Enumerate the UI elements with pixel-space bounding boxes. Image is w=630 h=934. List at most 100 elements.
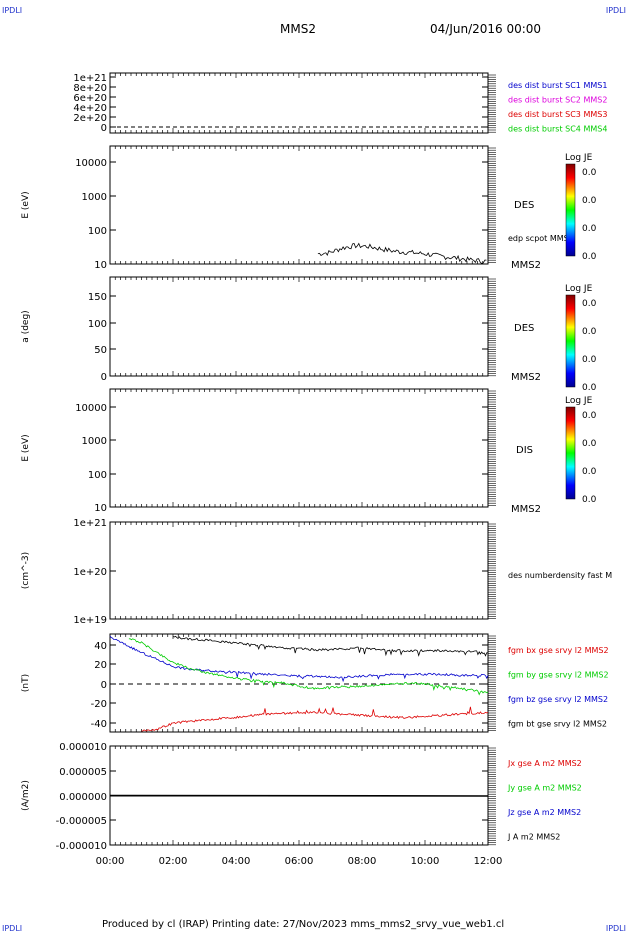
x-tick-label: 06:00: [285, 856, 314, 867]
y-tick-label: 50: [94, 345, 107, 356]
fgm-series-1: [109, 635, 489, 683]
colorbar-tick-label: 0.0: [582, 411, 597, 421]
panel-side-label: DIS: [516, 445, 533, 456]
panel-bottom-label: MMS2: [511, 372, 541, 383]
current-series: [109, 794, 489, 797]
corner-mark-bottom-right: IPDLI: [605, 924, 626, 933]
overlay-label: edp scpot MMS2: [508, 234, 574, 243]
legend-entry: fgm bt gse srvy l2 MMS2: [508, 720, 607, 729]
colorbar-tick-label: 0.0: [582, 224, 597, 234]
y-tick-label: 1e+21: [73, 73, 107, 84]
y-tick-label: -40: [91, 719, 107, 730]
colorbar-tick-label: 0.0: [582, 327, 597, 337]
colorbar-title: Log JE: [565, 284, 593, 294]
y-axis-label: a (deg): [21, 310, 31, 342]
legend-entry: fgm bz gse srvy l2 MMS2: [508, 695, 608, 704]
colorbar-tick-label: 0.0: [582, 355, 597, 365]
corner-mark-top-right: IPDLI: [605, 6, 626, 15]
date-title: 04/Jun/2016 00:00: [430, 22, 542, 36]
colorbar-tick-label: 0.0: [582, 439, 597, 449]
y-tick-label: 1e+20: [73, 567, 107, 578]
legend-entry: fgm by gse srvy l2 MMS2: [508, 671, 609, 680]
x-tick-label: 10:00: [411, 856, 440, 867]
y-tick-label: 100: [88, 226, 107, 237]
colorbar-tick-label: 0.0: [582, 383, 597, 393]
legend-entry: des dist burst SC1 MMS1: [508, 81, 607, 90]
legend-entry: des dist burst SC3 MMS3: [508, 110, 607, 119]
y-tick-label: 0: [101, 123, 107, 134]
legend-entry: Jz gse A m2 MMS2: [507, 808, 581, 817]
panel-side-label: DES: [514, 323, 534, 334]
y-tick-label: 10: [94, 503, 107, 514]
y-axis-label: (nT): [21, 674, 31, 692]
corner-mark-bottom-left: IPDLI: [2, 924, 23, 933]
legend-entry: J A m2 MMS2: [507, 833, 560, 842]
y-tick-label: 40: [94, 641, 107, 652]
y-tick-label: 4e+20: [73, 103, 107, 114]
y-axis-label: (A/m2): [21, 780, 31, 811]
panel-frame: [109, 521, 489, 620]
x-tick-label: 12:00: [474, 856, 503, 867]
x-tick-label: 08:00: [348, 856, 377, 867]
legend-entry: fgm bx gse srvy l2 MMS2: [508, 646, 609, 655]
x-tick-label: 04:00: [222, 856, 251, 867]
colorbar: [565, 294, 576, 388]
y-tick-label: -0.000005: [56, 816, 107, 827]
y-tick-label: 1e+21: [73, 518, 107, 529]
y-tick-label: 0.000010: [59, 742, 107, 753]
fgm-series-3: [141, 706, 489, 732]
corner-mark-top-left: IPDLI: [2, 6, 23, 15]
colorbar: [565, 163, 576, 257]
panel-frame: [109, 633, 489, 733]
legend-entry: des dist burst SC2 MMS2: [508, 96, 607, 105]
y-tick-label: -20: [91, 699, 107, 710]
y-axis-label: (cm^-3): [21, 552, 31, 589]
panel-frame: [109, 72, 489, 134]
colorbar-tick-label: 0.0: [582, 495, 597, 505]
y-axis-label: E (eV): [21, 434, 31, 461]
panel-side-label: DES: [514, 200, 534, 211]
panel-bottom-label: MMS2: [511, 260, 541, 271]
panel-frame: [109, 145, 489, 265]
y-tick-label: 0.000005: [59, 767, 107, 778]
y-tick-label: 150: [88, 292, 107, 303]
y-tick-label: 10000: [75, 403, 107, 414]
colorbar-tick-label: 0.0: [582, 467, 597, 477]
legend-entry: des dist burst SC4 MMS4: [508, 125, 607, 134]
y-tick-label: 10000: [75, 158, 107, 169]
y-tick-label: 10: [94, 260, 107, 271]
colorbar-tick-label: 0.0: [582, 196, 597, 206]
legend-entry: des numberdensity fast M: [508, 571, 612, 580]
x-tick-label: 00:00: [96, 856, 125, 867]
y-tick-label: 8e+20: [73, 83, 107, 94]
y-tick-label: 100: [88, 470, 107, 481]
y-axis-label: E (eV): [21, 191, 31, 218]
colorbar-tick-label: 0.0: [582, 168, 597, 178]
colorbar: [565, 406, 576, 500]
panel-frame: [109, 388, 489, 508]
y-tick-label: 1000: [82, 192, 107, 203]
colorbar-tick-label: 0.0: [582, 299, 597, 309]
y-tick-label: 6e+20: [73, 93, 107, 104]
colorbar-tick-label: 0.0: [582, 252, 597, 262]
x-tick-label: 02:00: [159, 856, 188, 867]
y-tick-label: 0: [101, 680, 107, 691]
legend-entry: Jy gse A m2 MMS2: [507, 784, 582, 793]
y-tick-label: 2e+20: [73, 113, 107, 124]
y-tick-label: 0: [101, 372, 107, 383]
y-tick-label: 100: [88, 319, 107, 330]
spacecraft-title: MMS2: [280, 22, 316, 36]
y-tick-label: 1e+19: [73, 615, 107, 626]
y-tick-label: 0.000000: [59, 792, 107, 803]
y-tick-label: -0.000010: [56, 841, 107, 852]
colorbar-title: Log JE: [565, 396, 593, 406]
fgm-series-0: [172, 635, 489, 657]
y-tick-label: 1000: [82, 436, 107, 447]
y-tick-label: 20: [94, 660, 107, 671]
legend-entry: Jx gse A m2 MMS2: [507, 759, 582, 768]
fgm-series-2: [128, 638, 489, 696]
colorbar-title: Log JE: [565, 153, 593, 163]
panel-bottom-label: MMS2: [511, 504, 541, 515]
panel-frame: [109, 276, 489, 377]
